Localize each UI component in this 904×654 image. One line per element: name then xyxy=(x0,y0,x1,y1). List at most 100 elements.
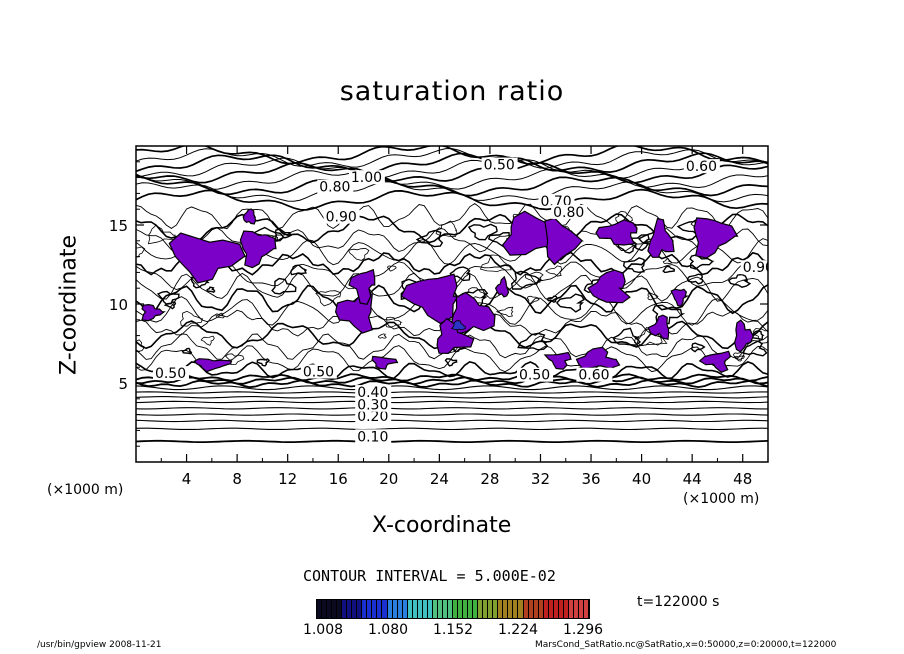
contour-line xyxy=(136,161,768,184)
x-tick-label: 12 xyxy=(278,470,297,488)
contour-loop xyxy=(467,223,498,241)
colorbar-segment xyxy=(503,600,509,618)
colorbar-segment xyxy=(442,600,448,618)
y-tick-label: 5 xyxy=(118,375,128,393)
contour-loop xyxy=(378,333,387,339)
colorbar-segment xyxy=(412,600,418,618)
colorbar-segment xyxy=(437,600,443,618)
contour-label-bg xyxy=(481,157,518,172)
contour-loop xyxy=(526,295,540,305)
contour-label: 0.80 xyxy=(553,205,584,221)
contour-loop xyxy=(622,257,645,274)
contour-loop xyxy=(289,264,307,276)
contour-label-bg xyxy=(576,367,613,382)
contour-loop xyxy=(479,254,512,272)
x-tick-label: 36 xyxy=(581,470,600,488)
contour-loop xyxy=(163,301,177,310)
colorbar-tick-label: 1.296 xyxy=(562,622,604,638)
supersaturation-region xyxy=(647,314,670,341)
contour-label-bg xyxy=(516,367,553,382)
contour-loop xyxy=(435,220,458,238)
contour-loop xyxy=(733,352,745,360)
chart-title: saturation ratio xyxy=(339,76,565,107)
contour-line xyxy=(136,181,768,203)
colorbar-segment xyxy=(513,600,519,618)
footer-right: MarsCond_SatRatio.nc@SatRatio,x=0:50000,… xyxy=(535,640,837,650)
contour-loop xyxy=(215,312,225,319)
contour-loop xyxy=(136,339,145,352)
colorbar-segment xyxy=(372,600,378,618)
colorbar-segment xyxy=(553,600,559,618)
contour-loop xyxy=(387,265,397,272)
contour-loop xyxy=(495,306,514,318)
x-tick-label: 16 xyxy=(329,470,348,488)
contour-loop xyxy=(690,342,706,353)
contour-loop xyxy=(752,328,768,344)
contour-loop xyxy=(415,229,444,248)
contour-label: 0.90 xyxy=(743,260,774,276)
contour-label: 1.00 xyxy=(351,170,382,186)
colorbar-segment xyxy=(407,600,413,618)
colorbar-segment xyxy=(573,600,579,618)
colorbar-segment xyxy=(402,600,408,618)
contour-label-bg xyxy=(152,366,189,381)
contour-line xyxy=(136,376,768,386)
colorbar-segment xyxy=(392,600,398,618)
contour-label-bg xyxy=(355,408,392,423)
contour-label: 0.30 xyxy=(357,398,388,414)
supersaturation-region xyxy=(400,273,460,325)
contour-loop xyxy=(206,286,216,294)
contour-label-bg xyxy=(355,385,392,400)
colorbar-segment xyxy=(337,600,343,618)
contour-line xyxy=(136,396,768,399)
colorbar-segment xyxy=(397,600,403,618)
colorbar-segment xyxy=(523,600,529,618)
contour-label: 0.50 xyxy=(155,366,186,382)
x-tick-label: 24 xyxy=(430,470,449,488)
contour-label: 0.40 xyxy=(357,385,388,401)
x-unit-label-left: (×1000 m) xyxy=(47,482,124,498)
colorbar-segment xyxy=(458,600,464,618)
colorbar-segment xyxy=(347,600,353,618)
contour-loop xyxy=(181,347,193,355)
contour-loop xyxy=(546,295,558,303)
contour-line xyxy=(136,148,768,169)
contour-loop xyxy=(274,228,292,242)
supersaturation-region xyxy=(544,217,584,266)
colorbar-segment xyxy=(483,600,489,618)
contour-interval-label: CONTOUR INTERVAL = 5.000E-02 xyxy=(303,567,556,585)
contour-loop xyxy=(615,210,633,223)
colorbar-segment xyxy=(583,600,589,618)
x-tick-label: 48 xyxy=(733,470,752,488)
supersaturation-region xyxy=(575,346,621,370)
supersaturation-region xyxy=(543,351,572,370)
contour-label: 0.90 xyxy=(326,210,357,226)
supersaturation-region xyxy=(168,232,247,284)
contour-line xyxy=(136,152,768,175)
contour-label: 0.10 xyxy=(357,429,388,445)
x-tick-label: 28 xyxy=(480,470,499,488)
x-axis-label: X-coordinate xyxy=(372,513,512,538)
colorbar-segment xyxy=(357,600,363,618)
colorbar-segment xyxy=(478,600,484,618)
contour-loop xyxy=(689,254,715,270)
colorbar-tick-label: 1.008 xyxy=(302,622,344,638)
colorbar-segment xyxy=(488,600,494,618)
y-tick-label: 10 xyxy=(109,296,128,314)
contour-label: 0.80 xyxy=(319,180,350,196)
contour-label-bg xyxy=(683,159,720,174)
colorbar-segment xyxy=(377,600,383,618)
colorbar-segment xyxy=(327,600,333,618)
contour-loop xyxy=(347,247,370,261)
contour-label-bg xyxy=(323,209,360,224)
supersaturation-region xyxy=(587,269,631,304)
contour-line xyxy=(136,427,768,431)
colorbar-segment xyxy=(332,600,338,618)
contour-loop xyxy=(734,355,746,362)
colorbar-segment xyxy=(342,600,348,618)
contour-label-bg xyxy=(538,193,575,208)
contour-label-bg xyxy=(355,429,392,444)
contour-line xyxy=(136,361,768,380)
colorbar-segment xyxy=(563,600,569,618)
contour-label: 0.60 xyxy=(686,159,717,175)
